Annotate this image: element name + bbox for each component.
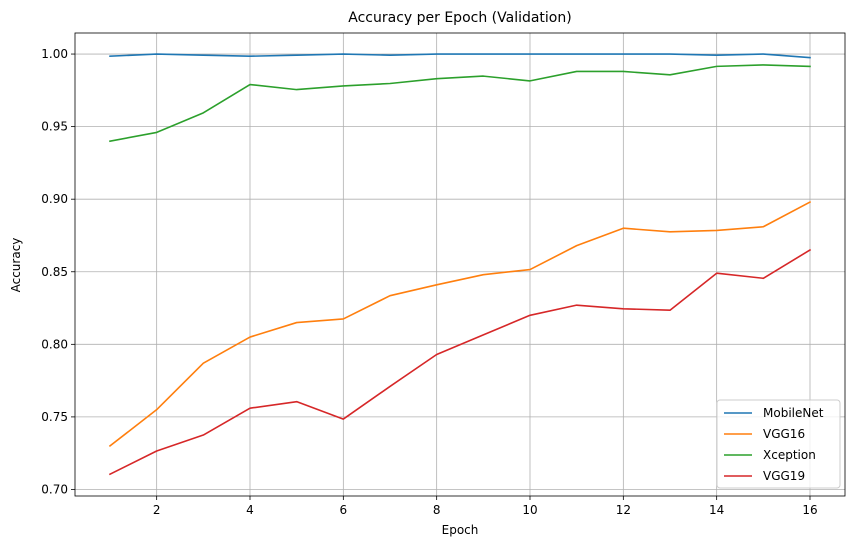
y-tick-label: 0.90 xyxy=(41,192,68,206)
series-line-xception xyxy=(109,64,811,143)
x-tick-label: 2 xyxy=(153,503,161,517)
x-axis-ticks: 2 4 6 8 10 12 14 16 xyxy=(153,496,818,517)
y-tick-label: 0.80 xyxy=(41,337,68,351)
x-tick-label: 12 xyxy=(616,503,631,517)
y-tick-label: 0.70 xyxy=(41,482,68,496)
legend-label-vgg16: VGG16 xyxy=(763,427,805,441)
x-tick-label: 16 xyxy=(802,503,817,517)
y-axis-label: Accuracy xyxy=(9,238,23,293)
series-line-vgg16 xyxy=(108,201,812,448)
x-tick-label: 4 xyxy=(246,503,254,517)
legend-label-vgg19: VGG19 xyxy=(763,469,805,483)
plot-frame xyxy=(74,32,846,497)
y-tick-label: 0.75 xyxy=(41,410,68,424)
chart-title: Accuracy per Epoch (Validation) xyxy=(348,10,571,26)
series-line-vgg19 xyxy=(108,248,812,476)
legend-box xyxy=(716,399,841,489)
legend-label-xception: Xception xyxy=(763,448,816,462)
x-tick-label: 6 xyxy=(340,503,348,517)
y-tick-label: 0.85 xyxy=(41,265,68,279)
x-tick-label: 14 xyxy=(709,503,724,517)
x-axis-label: Epoch xyxy=(442,523,479,537)
x-tick-label: 8 xyxy=(433,503,441,517)
y-tick-label: 1.00 xyxy=(41,47,68,61)
y-axis-ticks: 0.70 0.75 0.80 0.85 0.90 0.95 1.00 xyxy=(41,47,75,496)
y-tick-label: 0.95 xyxy=(41,120,68,134)
legend: MobileNet VGG16 Xception VGG19 xyxy=(716,399,841,489)
x-tick-label: 10 xyxy=(522,503,537,517)
legend-label-mobilenet: MobileNet xyxy=(763,406,824,420)
series-lines xyxy=(108,53,812,476)
series-line-mobilenet xyxy=(109,53,811,59)
